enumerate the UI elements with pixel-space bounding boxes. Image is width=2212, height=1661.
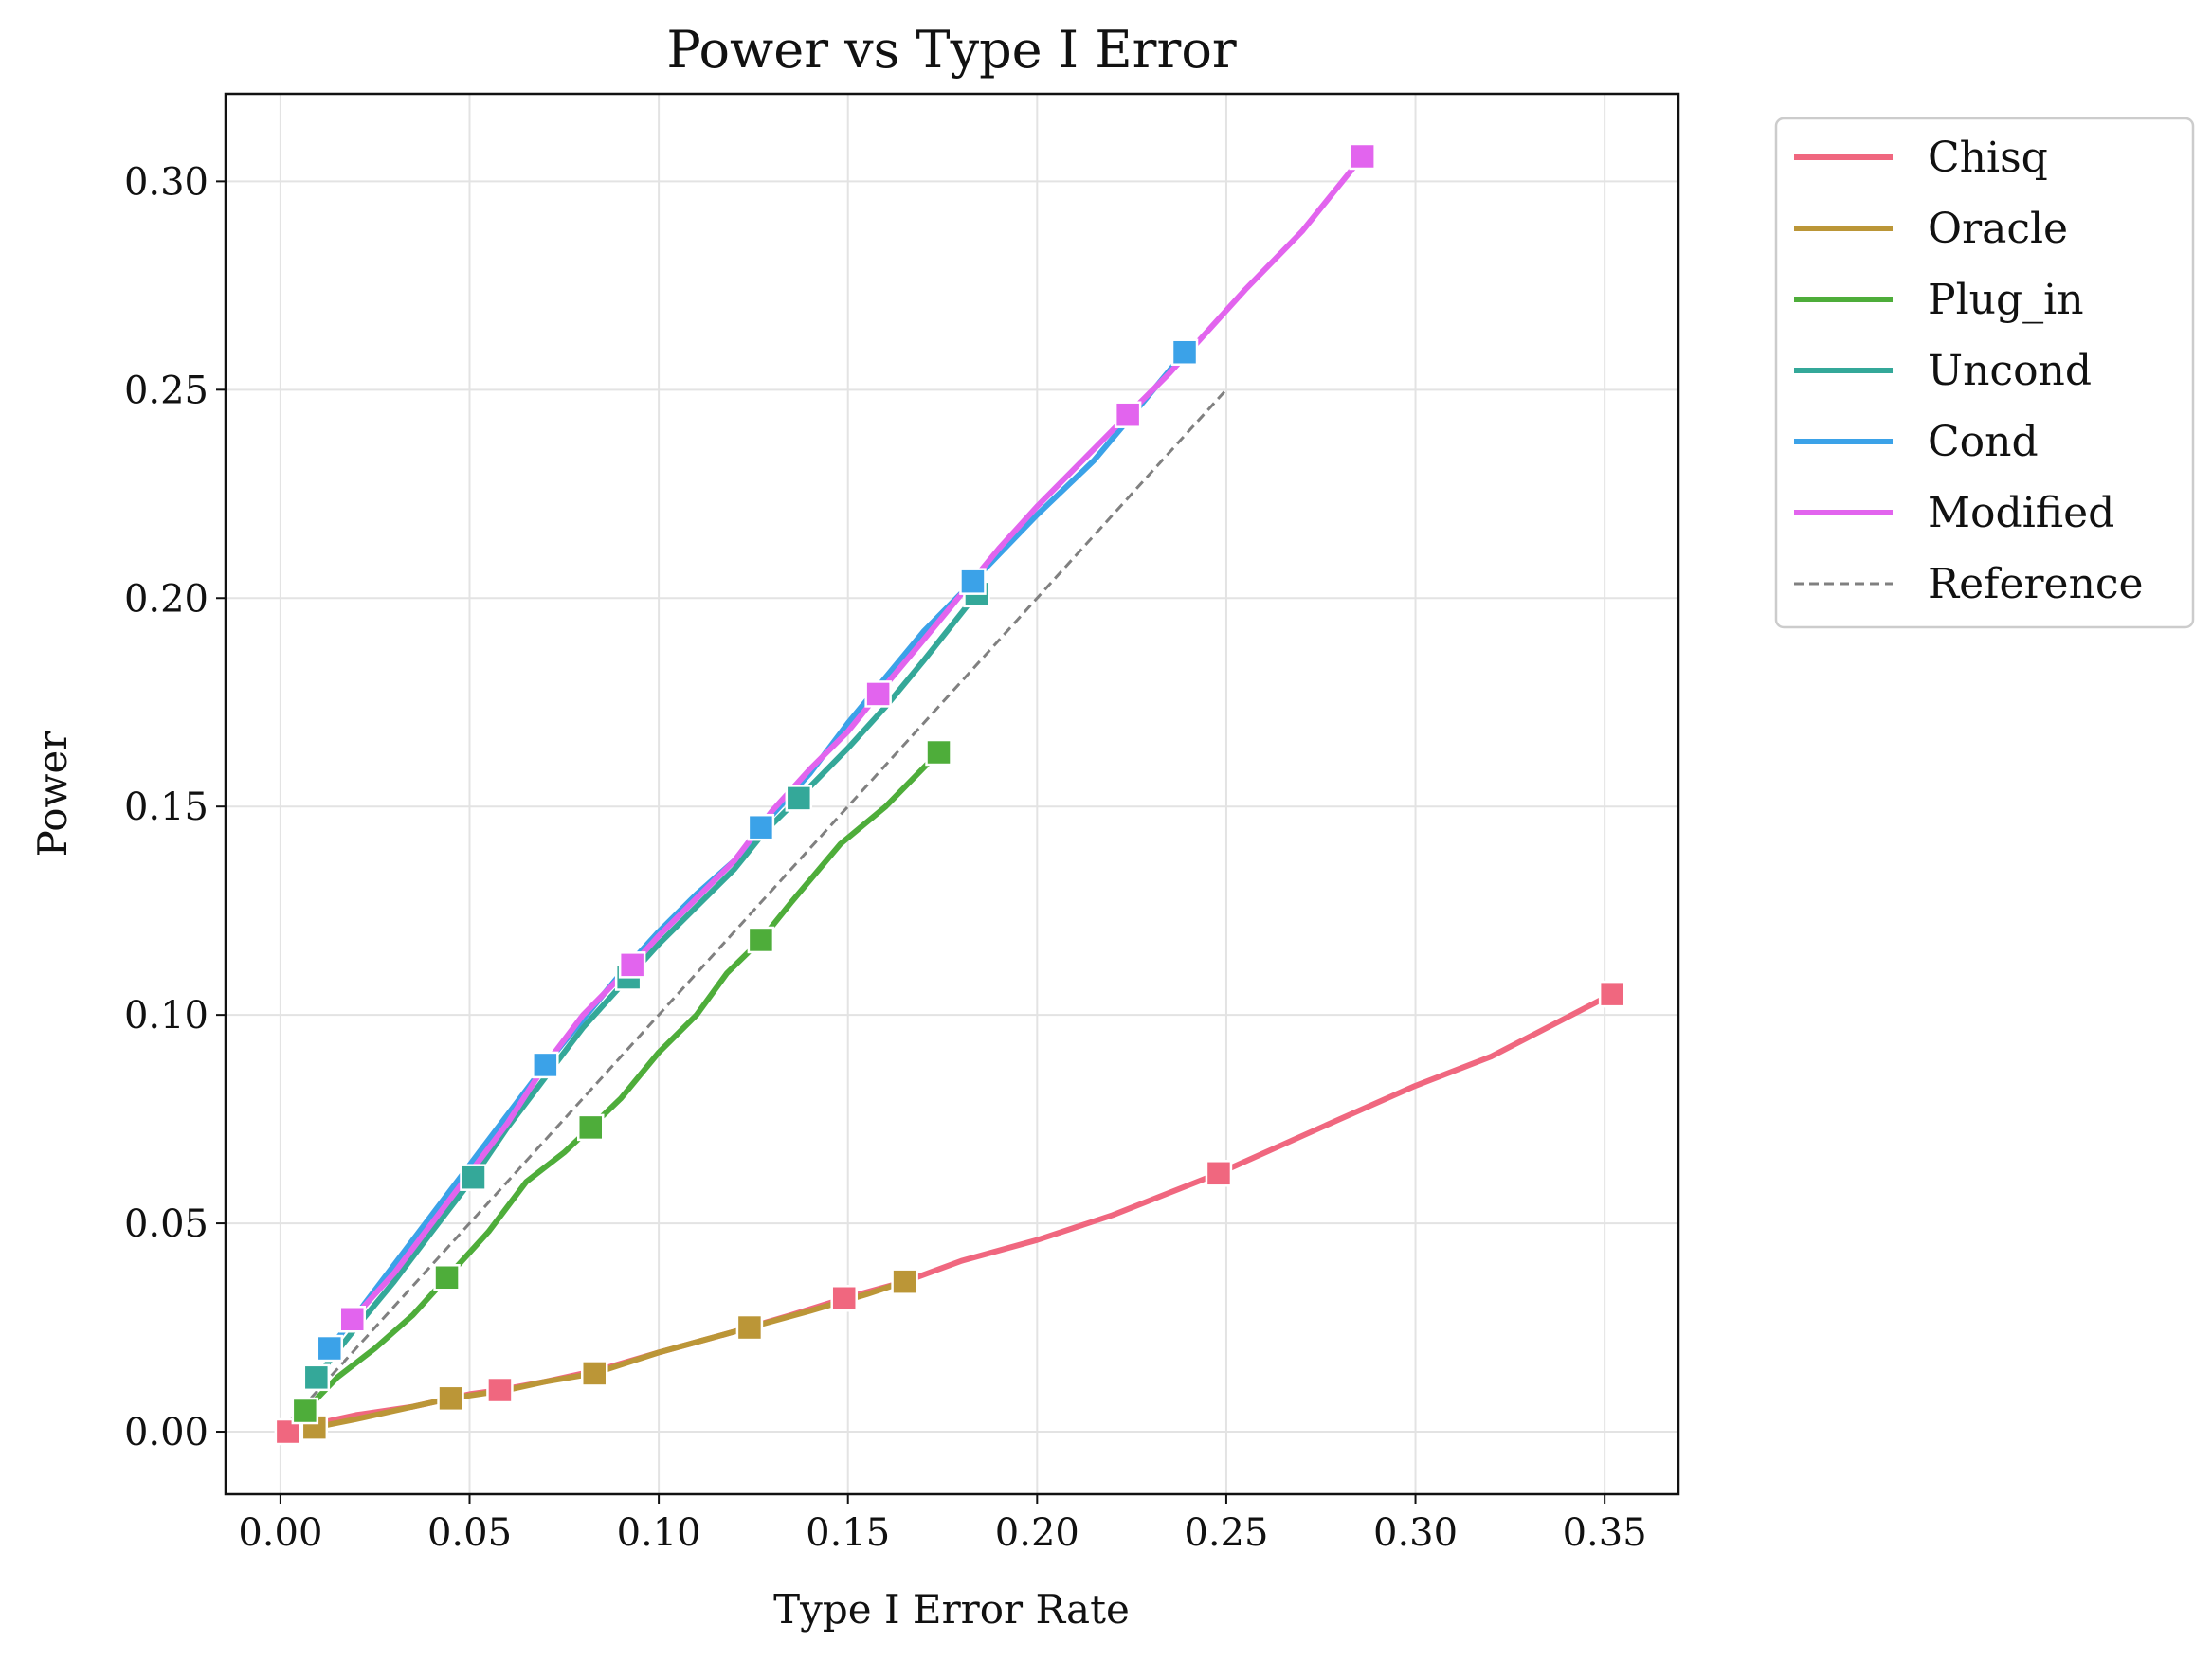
marker-oracle — [735, 1313, 764, 1342]
legend-frame — [1774, 117, 2195, 629]
marker-modified — [1114, 401, 1142, 428]
marker-plug-in — [291, 1397, 319, 1425]
reference-line-layer — [279, 388, 1228, 1434]
x-tick-label: 0.05 — [427, 1511, 512, 1555]
legend-label-cond: Cond — [1928, 418, 2039, 466]
marker-cond — [959, 568, 987, 595]
marker-modified — [338, 1306, 366, 1333]
legend-items: Chisq Oracle Plug_in Uncond Cond Modified Refe… — [1794, 134, 2144, 608]
legend-label-modified: Modified — [1928, 489, 2114, 537]
x-tick-label: 0.35 — [1563, 1511, 1647, 1555]
chart-title: Power vs Type I Error — [666, 20, 1236, 80]
marker-plug-in — [747, 926, 775, 954]
y-tick-label: 0.20 — [124, 577, 209, 621]
y-tick-label: 0.30 — [124, 160, 209, 204]
marker-cond — [532, 1051, 559, 1079]
grid-lines — [226, 94, 1678, 1494]
legend-label-chisq: Chisq — [1928, 134, 2048, 182]
marker-cond — [747, 813, 775, 841]
marker-oracle — [580, 1360, 608, 1387]
y-tick-label: 0.05 — [124, 1202, 209, 1246]
marker-chisq — [830, 1285, 858, 1312]
marker-chisq — [1205, 1160, 1233, 1187]
x-tick-label: 0.15 — [806, 1511, 890, 1555]
x-tick-label: 0.25 — [1184, 1511, 1268, 1555]
marker-plug-in — [576, 1113, 605, 1142]
y-tick-label: 0.10 — [124, 994, 209, 1038]
marker-uncond — [785, 785, 813, 812]
reference-line — [279, 388, 1228, 1434]
y-tick-label: 0.00 — [124, 1411, 209, 1454]
x-axis-ticks: 0.00 0.05 0.10 0.15 0.20 0.25 0.30 0.35 — [238, 1494, 1647, 1555]
series-markers — [274, 142, 1626, 1446]
marker-plug-in — [925, 738, 952, 767]
x-tick-label: 0.20 — [995, 1511, 1079, 1555]
marker-oracle — [891, 1268, 918, 1295]
marker-uncond — [302, 1363, 331, 1392]
plot-frame — [224, 92, 1680, 1496]
marker-cond — [1170, 338, 1199, 366]
series-lines — [284, 153, 1616, 1435]
x-tick-label: 0.10 — [617, 1511, 701, 1555]
x-axis-label: Type I Error Rate — [773, 1586, 1130, 1633]
series-line-modified — [349, 153, 1366, 1323]
y-tick-label: 0.25 — [124, 369, 209, 412]
marker-chisq — [486, 1376, 514, 1404]
y-tick-label: 0.15 — [124, 785, 209, 829]
x-tick-label: 0.30 — [1373, 1511, 1458, 1555]
y-axis-label: Power — [29, 731, 76, 858]
x-tick-label: 0.00 — [238, 1511, 322, 1555]
legend-label-plug-in: Plug_in — [1928, 276, 2084, 324]
marker-oracle — [437, 1384, 464, 1413]
legend: Chisq Oracle Plug_in Uncond Cond Modified Refe… — [1774, 117, 2195, 629]
marker-modified — [864, 680, 892, 708]
y-axis-ticks: 0.00 0.05 0.10 0.15 0.20 0.25 0.30 — [124, 160, 226, 1454]
series-line-plug-in — [301, 749, 942, 1414]
marker-cond — [316, 1334, 344, 1363]
marker-modified — [1349, 142, 1376, 171]
legend-label-reference: Reference — [1928, 560, 2144, 608]
marker-modified — [618, 951, 646, 979]
marker-uncond — [460, 1164, 487, 1191]
legend-label-oracle: Oracle — [1928, 205, 2068, 253]
marker-plug-in — [433, 1264, 461, 1291]
legend-label-uncond: Uncond — [1928, 347, 2092, 395]
marker-chisq — [1598, 980, 1626, 1008]
